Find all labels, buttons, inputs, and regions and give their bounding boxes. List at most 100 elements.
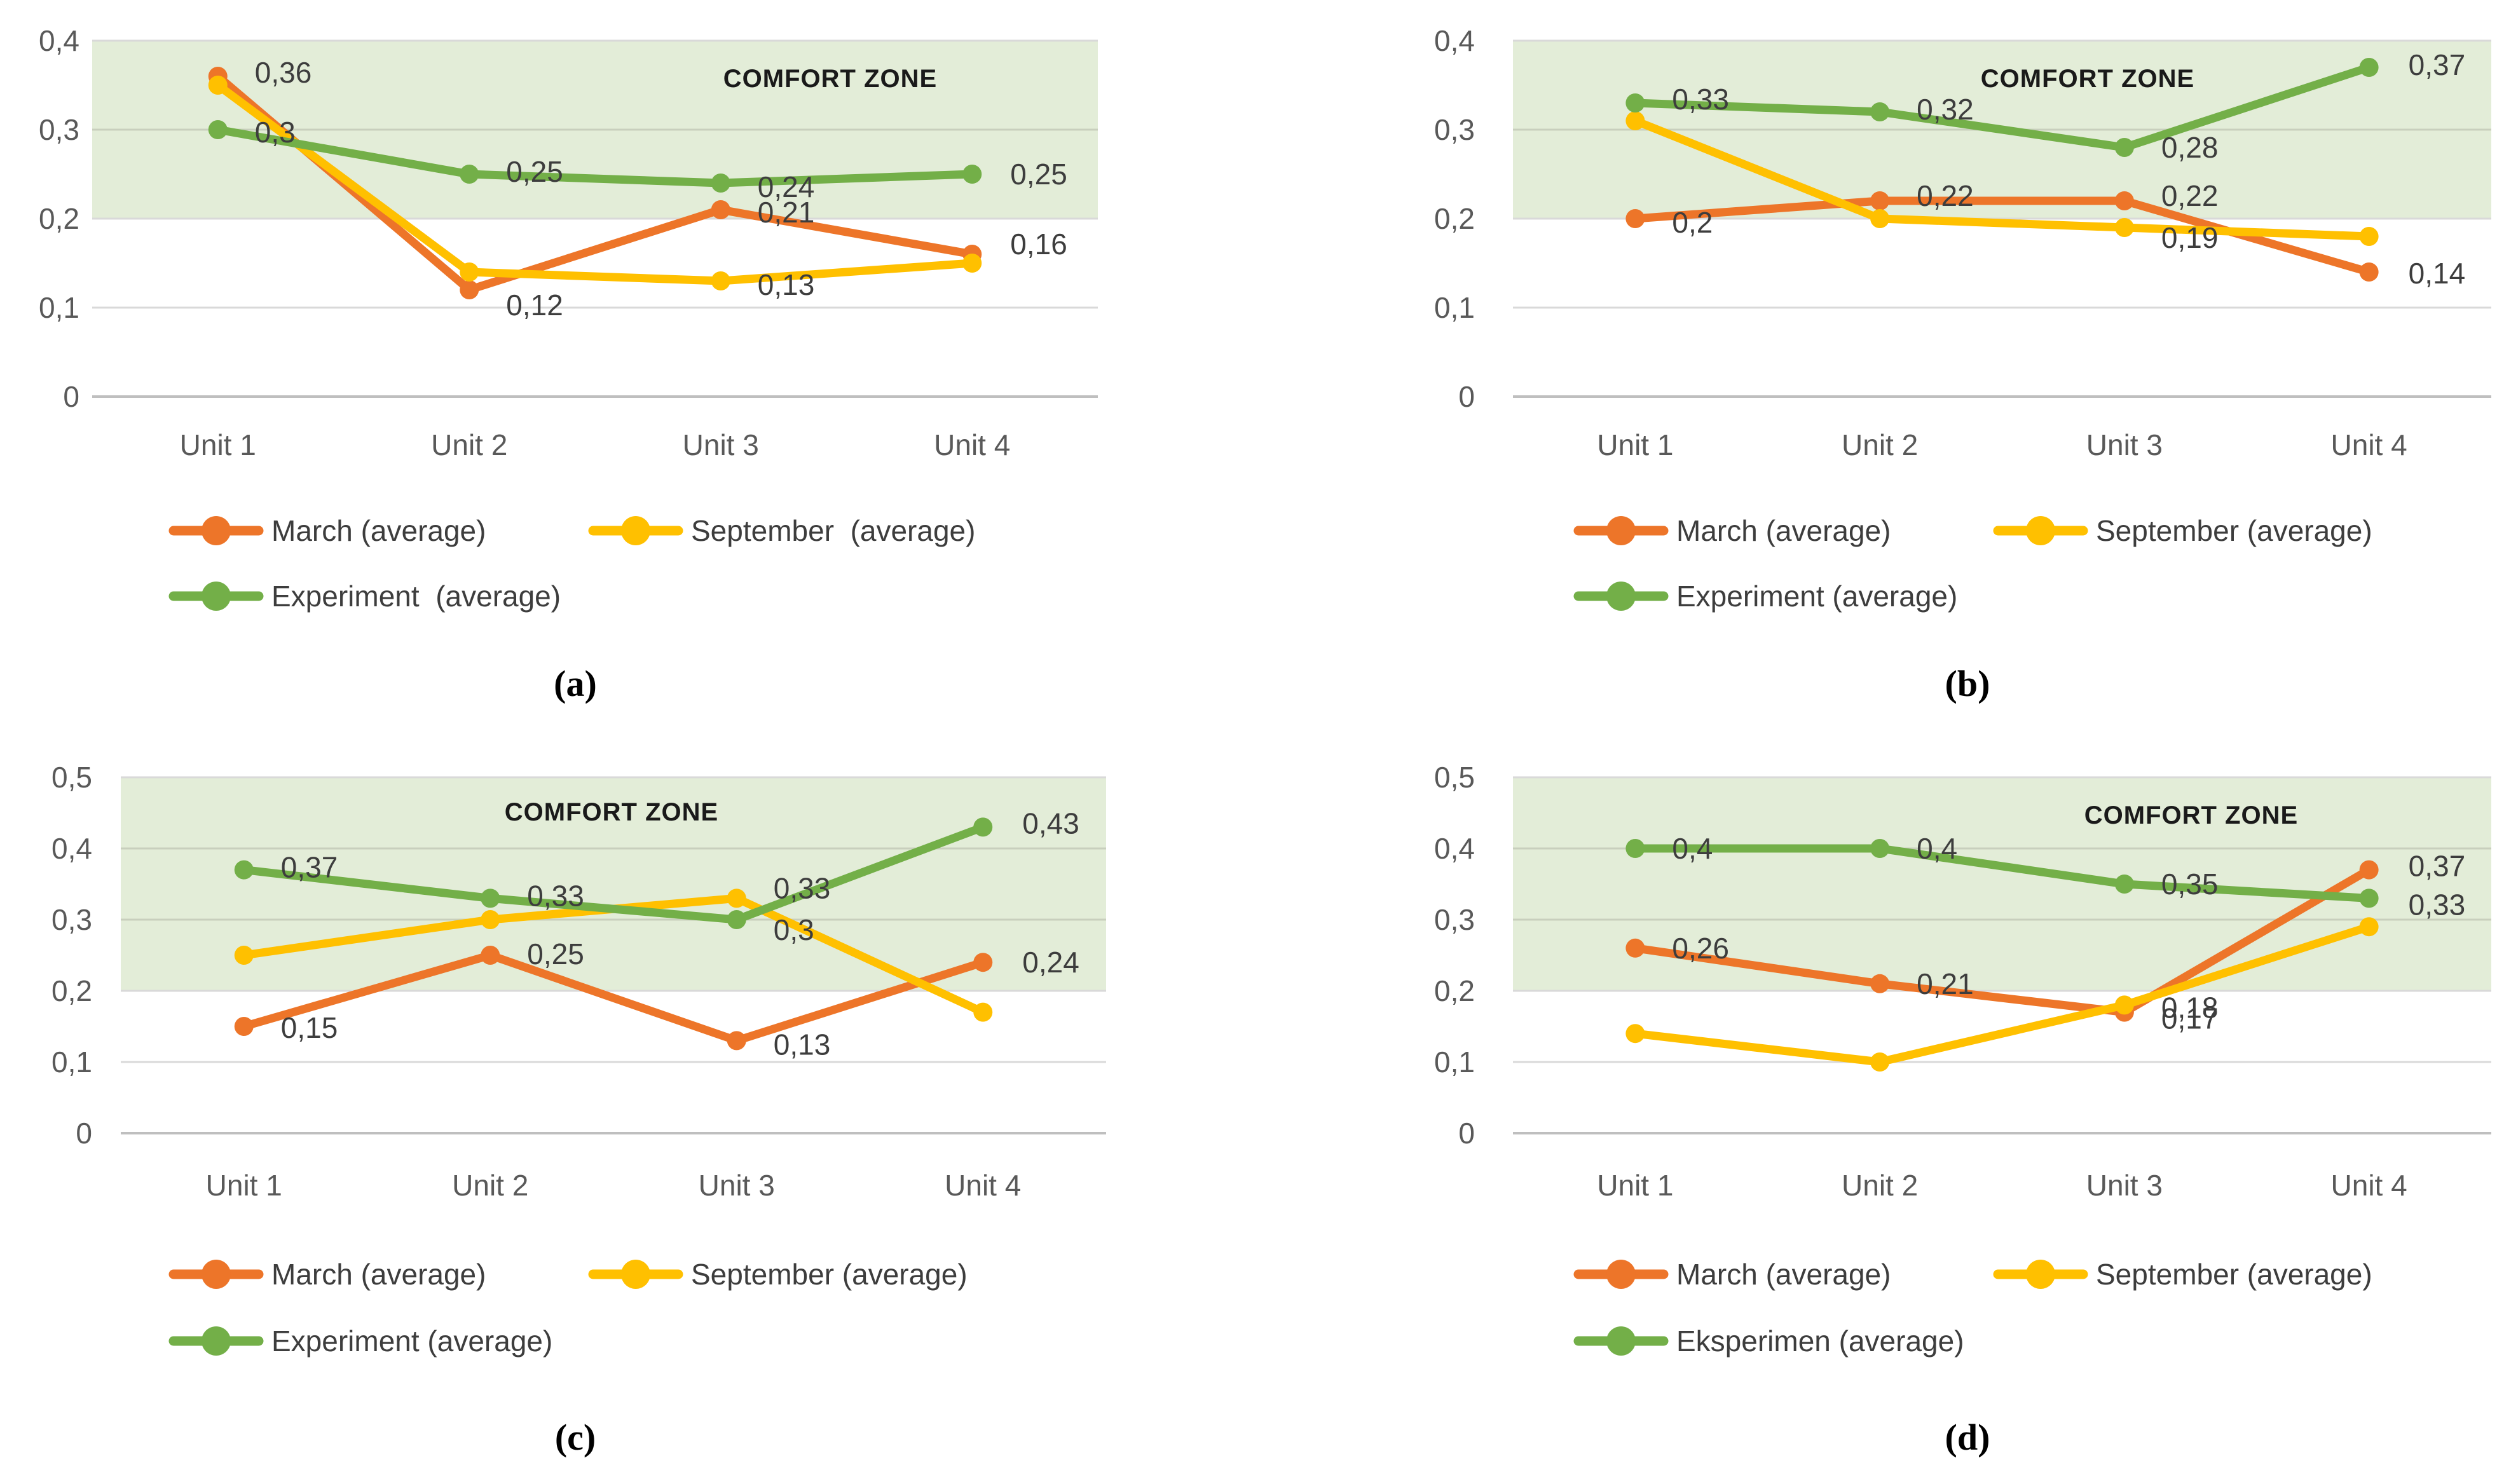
x-category-label: Unit 3 <box>2086 1169 2163 1202</box>
experiment-line <box>1631 844 2374 902</box>
value-label: 0,43 <box>1022 807 1079 840</box>
y-tick-label: 0,3 <box>51 903 92 936</box>
september-point <box>2359 227 2379 246</box>
legend-item-march: March (average) <box>168 1252 486 1297</box>
value-label: 0,25 <box>1010 158 1067 191</box>
legend-label-march: March (average) <box>1676 1258 1891 1291</box>
march-point <box>1870 191 1890 210</box>
march-point <box>460 280 479 299</box>
experiment-point <box>962 165 982 184</box>
march-line <box>1631 196 2374 276</box>
y-tick-label: 0,4 <box>51 832 92 865</box>
experiment-line <box>240 822 987 924</box>
experiment-point <box>2359 58 2379 77</box>
experiment-point <box>727 910 746 929</box>
y-tick-label: 0,1 <box>1434 291 1475 324</box>
legend-item-september: September (average) <box>1993 508 2372 553</box>
x-category-label: Unit 4 <box>934 428 1010 461</box>
value-label: 0,36 <box>255 56 312 89</box>
experiment-legend-marker <box>1573 582 1669 611</box>
y-tick-label: 0,4 <box>1434 24 1475 57</box>
legend-item-september: September (average) <box>588 508 975 553</box>
legend-label-experiment: Experiment (average) <box>271 580 561 613</box>
march-point <box>1625 938 1645 958</box>
x-category-label: Unit 4 <box>2331 1169 2407 1202</box>
value-label: 0,22 <box>2161 179 2219 212</box>
september-point <box>234 946 254 965</box>
september-legend-marker <box>1993 1260 2088 1289</box>
legend-label-september: September (average) <box>2096 514 2372 547</box>
legend-label-march: March (average) <box>271 514 486 547</box>
legend-item-september: September (average) <box>588 1252 968 1297</box>
y-tick-label: 0,2 <box>1434 202 1475 235</box>
eksperimen-legend-marker <box>1573 1326 1669 1356</box>
legend-item-experiment: Experiment (average) <box>168 574 561 618</box>
experiment-point <box>460 165 479 184</box>
september-point <box>727 888 746 908</box>
september-legend-marker <box>588 516 683 545</box>
value-label: 0,25 <box>527 937 584 970</box>
march-legend-marker <box>168 516 264 545</box>
x-category-label: Unit 2 <box>431 428 507 461</box>
experiment-point <box>1625 839 1645 858</box>
comfort-zone-label: COMFORT ZONE <box>2084 801 2298 829</box>
experiment-legend-marker <box>168 1326 264 1356</box>
y-tick-label: 0,5 <box>1434 761 1475 794</box>
y-tick-label: 0,2 <box>1434 974 1475 1007</box>
legend-item-experiment: Experiment (average) <box>168 1319 552 1363</box>
comfort-zone-band <box>121 777 1106 991</box>
x-category-label: Unit 3 <box>2086 428 2163 461</box>
x-category-label: Unit 1 <box>1597 1169 1673 1202</box>
march-legend-marker <box>1573 1260 1669 1289</box>
x-category-label: Unit 4 <box>945 1169 1021 1202</box>
march-point <box>727 1031 746 1051</box>
panel-caption-a: (a) <box>554 663 597 704</box>
value-label: 0,24 <box>1022 946 1079 979</box>
legend-label-september: September (average) <box>691 514 976 547</box>
experiment-point <box>711 174 730 193</box>
chart-b-plot: 0,33 0,32 0,28 0,37 0,2 0,22 0,22 0,19 0,14 COMFO… <box>1434 24 2491 461</box>
value-label: 0,26 <box>1672 932 1729 965</box>
chart-panel-d: 0,4 0,4 0,35 0,33 0,26 0,21 0,18 0,17 0,37 COMFOR… <box>1252 737 2504 1484</box>
march-legend-marker <box>1573 516 1669 545</box>
panel-caption-c: (c) <box>554 1417 596 1458</box>
september-line <box>214 81 976 285</box>
legend-item-september: September (average) <box>1993 1252 2372 1297</box>
experiment-line <box>1631 63 2374 152</box>
march-point <box>711 200 730 219</box>
september-point <box>2359 917 2379 937</box>
value-label: 0,4 <box>1672 832 1713 865</box>
experiment-point <box>1870 102 1890 121</box>
y-tick-label: 0 <box>1458 380 1475 413</box>
march-point <box>973 953 993 972</box>
value-label: 0,33 <box>774 871 831 904</box>
value-label: 0,2 <box>1672 206 1713 239</box>
x-category-label: Unit 1 <box>1597 428 1673 461</box>
y-tick-label: 0,3 <box>39 113 79 146</box>
value-label: 0,19 <box>2161 221 2219 254</box>
legend-label-march: March (average) <box>1676 514 1891 547</box>
march-legend-marker <box>168 1260 264 1289</box>
march-point <box>2114 191 2134 210</box>
experiment-point <box>1870 839 1890 858</box>
march-point <box>1625 209 1645 228</box>
value-label: 0,37 <box>2409 48 2466 81</box>
experiment-point <box>2359 888 2379 908</box>
legend-label-experiment: Experiment (average) <box>271 1324 553 1358</box>
value-label: 0,25 <box>506 155 563 188</box>
chart-panel-a: 0,36 0,3 0,25 0,24 0,25 0,21 0,12 0,13 0,16 COMFO… <box>0 0 1252 737</box>
march-point <box>2359 262 2379 282</box>
experiment-line <box>214 125 976 187</box>
legend-label-september: September (average) <box>691 1258 968 1291</box>
march-point <box>2359 860 2379 880</box>
value-label: 0,24 <box>758 170 815 203</box>
comfort-zone-label: COMFORT ZONE <box>505 798 718 826</box>
experiment-point <box>1625 93 1645 112</box>
september-point <box>1625 1024 1645 1044</box>
value-label: 0,15 <box>281 1011 338 1044</box>
x-category-label: Unit 4 <box>2331 428 2407 461</box>
comfort-zone-label: COMFORT ZONE <box>723 65 937 93</box>
x-category-label: Unit 2 <box>1842 1169 1918 1202</box>
y-tick-label: 0,4 <box>39 24 79 57</box>
